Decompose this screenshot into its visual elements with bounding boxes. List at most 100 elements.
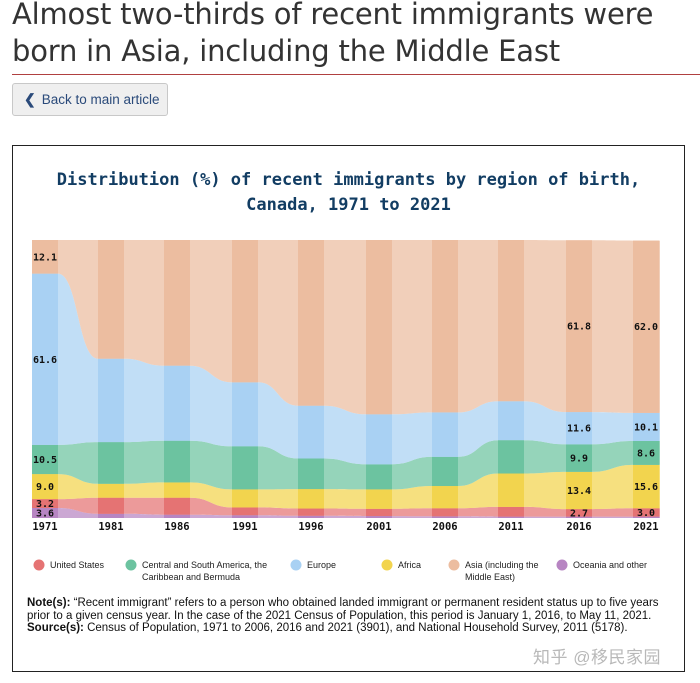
bar-oceania-and-other-1981 xyxy=(98,513,124,518)
x-tick-2021: 2021 xyxy=(633,521,658,533)
bar-europe-2016 xyxy=(566,412,592,445)
bar-oceania-and-other-1986 xyxy=(164,514,190,518)
bar-europe-1996 xyxy=(298,405,324,459)
page-title: Almost two-thirds of recent immigrants w… xyxy=(12,0,654,68)
legend-label-united-states: United States xyxy=(50,560,105,570)
source-label: Source(s): xyxy=(27,622,84,634)
data-label-united-states-1971: 3.2 xyxy=(36,499,54,510)
bar-united-states-2011 xyxy=(498,506,524,517)
x-tick-2011: 2011 xyxy=(498,521,523,533)
legend-label-oceania-and-other: Oceania and other xyxy=(573,560,647,570)
bar-united-states-2006 xyxy=(432,508,458,517)
bar-europe-2006 xyxy=(432,412,458,457)
legend-swatch-united-states xyxy=(33,559,45,571)
bar-asia-including-the-middle-east-2001 xyxy=(366,240,392,415)
bar-africa-1991 xyxy=(232,489,258,508)
source-text: Census of Population, 1971 to 2006, 2016… xyxy=(83,622,628,634)
x-tick-1981: 1981 xyxy=(98,521,123,533)
watermark: 知乎 @移民家园 xyxy=(533,648,661,667)
legend-swatch-europe xyxy=(290,559,302,571)
bar-oceania-and-other-2001 xyxy=(366,516,392,518)
legend-label-asia-including-the-line-2: Middle East) xyxy=(465,572,515,582)
bar-united-states-1996 xyxy=(298,508,324,516)
bar-asia-including-the-middle-east-1981 xyxy=(98,240,124,359)
bar-asia-including-the-middle-east-1991 xyxy=(232,240,258,383)
chevron-left-icon: ❮ xyxy=(24,91,36,107)
bar-africa-2006 xyxy=(432,486,458,509)
x-tick-1986: 1986 xyxy=(164,521,189,533)
bar-asia-including-the-middle-east-1996 xyxy=(298,240,324,406)
bar-united-states-1991 xyxy=(232,507,258,516)
bar-oceania-and-other-2006 xyxy=(432,516,458,518)
bar-central-and-south-america-the-caribbean-and-bermuda-1986 xyxy=(164,440,190,483)
data-label-asia-including-the-middle-east-2016: 61.8 xyxy=(567,322,591,333)
bar-united-states-1971 xyxy=(32,499,58,508)
x-tick-2001: 2001 xyxy=(366,521,391,533)
data-label-europe-1971: 61.6 xyxy=(33,355,57,366)
chart-title-line-2: Canada, 1971 to 2021 xyxy=(246,195,451,215)
bar-oceania-and-other-2011 xyxy=(498,516,524,518)
bar-asia-including-the-middle-east-2016 xyxy=(566,240,592,413)
bar-central-and-south-america-the-caribbean-and-bermuda-1996 xyxy=(298,458,324,490)
x-tick-2006: 2006 xyxy=(432,521,457,533)
bar-europe-1971 xyxy=(32,273,58,445)
legend-swatch-central-and-south-america-the xyxy=(125,559,137,571)
data-label-central-and-south-america-the-caribbean-and-bermuda-1971: 10.5 xyxy=(33,455,57,466)
bar-asia-including-the-middle-east-1986 xyxy=(164,240,190,366)
bar-europe-2001 xyxy=(366,414,392,465)
x-tick-1996: 1996 xyxy=(298,521,323,533)
bar-oceania-and-other-2016 xyxy=(566,516,592,518)
bar-africa-1971 xyxy=(32,474,58,500)
back-button[interactable]: ❮ Back to main article xyxy=(12,83,168,116)
x-tick-1991: 1991 xyxy=(232,521,257,533)
bar-central-and-south-america-the-caribbean-and-bermuda-1971 xyxy=(32,444,58,475)
bar-united-states-1986 xyxy=(164,497,190,515)
bar-central-and-south-america-the-caribbean-and-bermuda-1991 xyxy=(232,446,258,490)
chart-panel: Distribution (%) of recent immigrants by… xyxy=(12,145,685,672)
chart-area: 61.6 12.1 10.5 9.0 3.63.2 61.8 13.4 11.6 9.9 2.7 6… xyxy=(32,240,660,582)
bar-united-states-2016 xyxy=(566,509,592,517)
bar-europe-2011 xyxy=(498,401,524,441)
chart-title: Distribution (%) of recent immigrants by… xyxy=(13,168,684,218)
bar-africa-2016 xyxy=(566,471,592,510)
data-label-africa-2016: 13.4 xyxy=(567,486,591,497)
chart-notes: Note(s): “Recent immigrant” refers to a … xyxy=(27,597,677,635)
data-label-asia-including-the-middle-east-2021: 62.0 xyxy=(634,322,658,333)
bar-central-and-south-america-the-caribbean-and-bermuda-2011 xyxy=(498,440,524,474)
bar-africa-1996 xyxy=(298,489,324,509)
data-label-central-and-south-america-the-caribbean-and-bermuda-2021: 8.6 xyxy=(637,448,655,459)
bar-europe-1981 xyxy=(98,358,124,443)
bar-asia-including-the-middle-east-2006 xyxy=(432,240,458,413)
bar-asia-including-the-middle-east-1971 xyxy=(32,240,58,274)
bar-asia-including-the-middle-east-2021 xyxy=(633,240,659,413)
data-label-africa-2021: 15.6 xyxy=(634,482,658,493)
legend-label-europe: Europe xyxy=(307,560,336,570)
note-paragraph: Note(s): “Recent immigrant” refers to a … xyxy=(27,597,677,622)
bar-united-states-2021 xyxy=(633,508,659,517)
bar-africa-2001 xyxy=(366,489,392,509)
bar-africa-2011 xyxy=(498,473,524,507)
legend-label-central-and-south-america-the-line-2: Caribbean and Bermuda xyxy=(142,572,240,582)
bar-oceania-and-other-2021 xyxy=(633,516,659,518)
chart-title-line-1: Distribution (%) of recent immigrants by… xyxy=(56,170,641,190)
back-button-label: Back to main article xyxy=(41,92,160,107)
data-label-africa-1971: 9.0 xyxy=(36,482,54,493)
data-label-asia-including-the-middle-east-1971: 12.1 xyxy=(33,252,57,263)
bar-central-and-south-america-the-caribbean-and-bermuda-2001 xyxy=(366,464,392,490)
bar-africa-2021 xyxy=(633,464,659,509)
bar-europe-1991 xyxy=(232,382,258,447)
x-tick-1971: 1971 xyxy=(32,521,57,533)
bar-europe-2021 xyxy=(633,412,659,441)
legend-swatch-asia-including-the xyxy=(448,559,460,571)
bar-oceania-and-other-1971 xyxy=(32,507,58,518)
legend-swatch-africa xyxy=(381,559,393,571)
data-label-oceania-and-other-1971: 3.6 xyxy=(36,508,54,519)
data-label-united-states-2016: 2.7 xyxy=(570,508,588,519)
bar-central-and-south-america-the-caribbean-and-bermuda-2006 xyxy=(432,456,458,487)
bar-oceania-and-other-1991 xyxy=(232,515,258,518)
data-label-central-and-south-america-the-caribbean-and-bermuda-2016: 9.9 xyxy=(570,454,588,465)
legend-label-central-and-south-america-the: Central and South America, the xyxy=(142,560,267,570)
legend-label-asia-including-the: Asia (including the xyxy=(465,560,539,570)
bar-central-and-south-america-the-caribbean-and-bermuda-1981 xyxy=(98,442,124,484)
title-divider xyxy=(12,74,700,75)
